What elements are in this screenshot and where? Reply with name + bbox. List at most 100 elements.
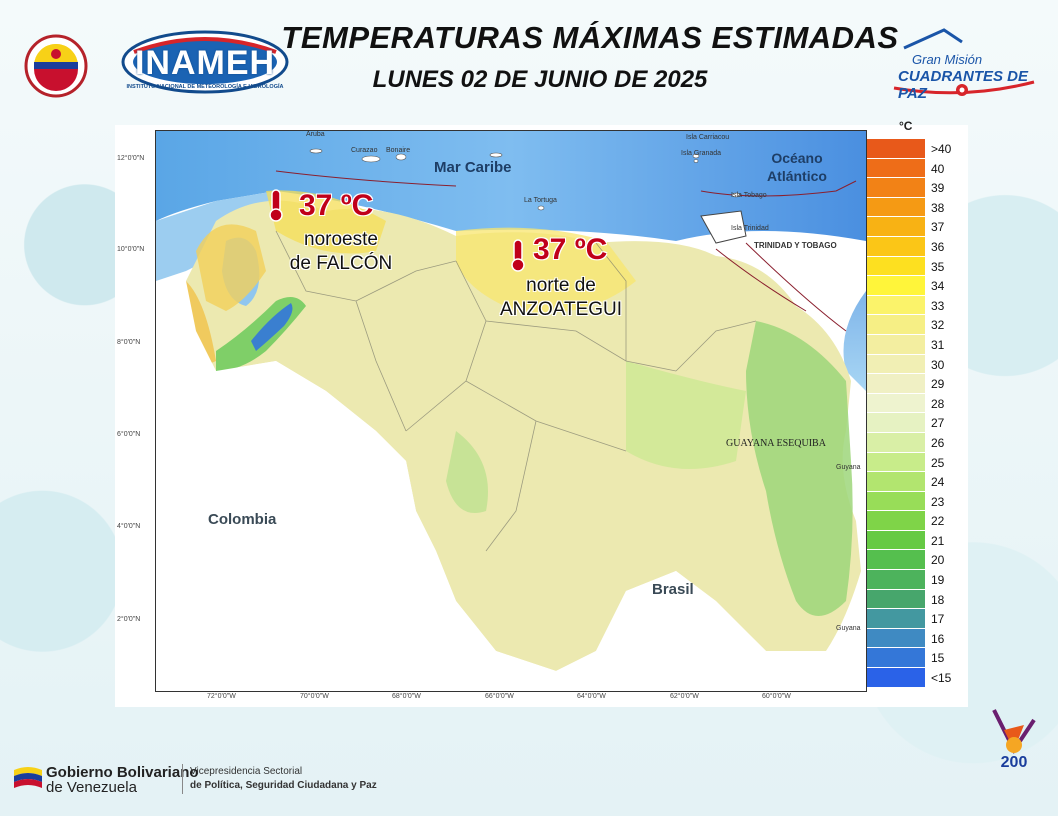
brasil-land [556,571,866,691]
legend-swatch [867,511,925,531]
legend-swatch [867,354,925,375]
legend-swatch [867,393,925,414]
lat-tick-12: 12°0'0"N [117,155,145,162]
trinidad-island [700,210,747,244]
hot-zone-anzoategui [456,227,636,313]
legend-row: 36 [867,236,967,257]
legend-row: 37 [867,217,967,237]
legend-row: 39 [867,178,967,198]
hotspot-temp-anzoategui: 37 ºC [533,233,608,266]
hotspot-desc-anzoategui-1: norte de [526,275,596,296]
legend-swatch [867,256,925,277]
legend-label: 32 [931,318,945,333]
legend-row: 35 [867,256,967,277]
maritime-boundaries [275,170,857,332]
label-granada: Isla Granada [681,150,722,157]
legend-row: 25 [867,452,967,473]
legend-row: 19 [867,570,967,590]
legend-swatch [867,609,925,629]
legend-swatch [867,217,925,237]
legend-swatch [867,178,925,198]
legend-label: 30 [931,357,945,372]
legend-swatch [867,570,925,590]
venezuela-land [186,200,861,671]
legend-row: 27 [867,413,967,433]
temperature-map: Aruba Curazao Bonaire Isla Carriacou Isl… [155,130,867,692]
label-colombia: Colombia [208,511,277,528]
cuadrantes-line2: CUADRANTES DE PAZ [898,68,1029,102]
legend-label: 40 [931,161,945,176]
lat-tick-4: 4°0'0"N [117,523,141,530]
legend-swatch [867,550,925,571]
legend-label: 23 [931,494,945,509]
inameh-logo: INAMEH INSTITUTO NACIONAL DE METEOROLOGÍ… [120,28,290,96]
legend-swatch [867,315,925,335]
label-guayana-esequiba: GUAYANA ESEQUIBA [726,438,826,449]
label-mar-caribe: Mar Caribe [434,159,512,176]
legend-swatch [867,295,925,316]
legend-row: 28 [867,393,967,414]
legend-swatch [867,491,925,512]
lon-tick-64: 64°0'0"W [577,693,606,700]
legend-label: 27 [931,416,945,431]
hotspot-desc-falcon-2: de FALCÓN [289,253,393,274]
legend-label: 17 [931,612,945,627]
hotspot-temp-falcon: 37 ºC [299,189,374,222]
legend-row: >40 [867,139,967,159]
label-guyana-1: Guyana [836,464,861,471]
legend-swatch [867,668,925,688]
colombia-north-land [156,281,216,391]
thermometer-icon [511,239,525,272]
bicentenario-ayacucho-logo: 200 [984,700,1044,795]
lat-tick-2: 2°0'0"N [117,616,141,623]
legend-swatch [867,648,925,669]
legend-row: 18 [867,589,967,610]
legend-swatch [867,432,925,453]
legend-label: 26 [931,435,945,450]
legend-label: 22 [931,514,945,529]
legend-row: 40 [867,158,967,179]
legend-label: 37 [931,220,945,235]
legend-row: 15 [867,648,967,669]
legend-swatch [867,589,925,610]
lat-tick-8: 8°0'0"N [117,339,141,346]
legend-label: 19 [931,573,945,588]
gobierno-line1: Gobierno Bolivariano [46,764,199,781]
legend-label: 31 [931,337,945,352]
cuadrantes-de-paz-logo: Gran Misión CUADRANTES DE PAZ [884,28,1044,102]
lon-tick-60: 60°0'0"W [762,693,791,700]
andes-cold [251,303,293,351]
legend-row: 34 [867,276,967,296]
label-brasil: Brasil [652,581,694,598]
temperature-legend: >40 40 39 38 37 36 35 34 33 32 31 30 29 28 27 26 25 24 23 2… [867,139,967,688]
legend-swatch [867,236,925,257]
legend-label: 28 [931,396,945,411]
ministry-seal-logo [18,34,94,98]
lon-tick-66: 66°0'0"W [485,693,514,700]
legend-label: 38 [931,200,945,215]
legend-label: <15 [931,671,952,686]
legend-label: 36 [931,239,945,254]
legend-label: 39 [931,181,945,196]
legend-swatch [867,197,925,218]
colombia-land [156,361,556,691]
label-trinidad: Isla Trinidad [731,225,769,232]
label-aruba: Aruba [306,131,325,138]
legend-row: 24 [867,472,967,492]
label-oceano-atlantico: Océano Atlántico [767,150,827,184]
legend-swatch [867,413,925,433]
legend-row: 20 [867,550,967,571]
lon-tick-70: 70°0'0"W [300,693,329,700]
hot-zone-falcon [266,190,386,254]
thermometer-icon [269,189,283,222]
legend-label: >40 [931,142,952,156]
label-bonaire: Bonaire [386,147,411,154]
lon-tick-68: 68°0'0"W [392,693,421,700]
legend-swatch [867,452,925,473]
esequiba-green [746,321,853,616]
gobierno-bolivariano-logo: Gobierno Bolivariano de Venezuela Vicepr… [14,760,394,800]
legend-row: 21 [867,530,967,551]
guayana-green [626,361,746,469]
legend-swatch [867,628,925,649]
map-shapes [156,131,866,691]
